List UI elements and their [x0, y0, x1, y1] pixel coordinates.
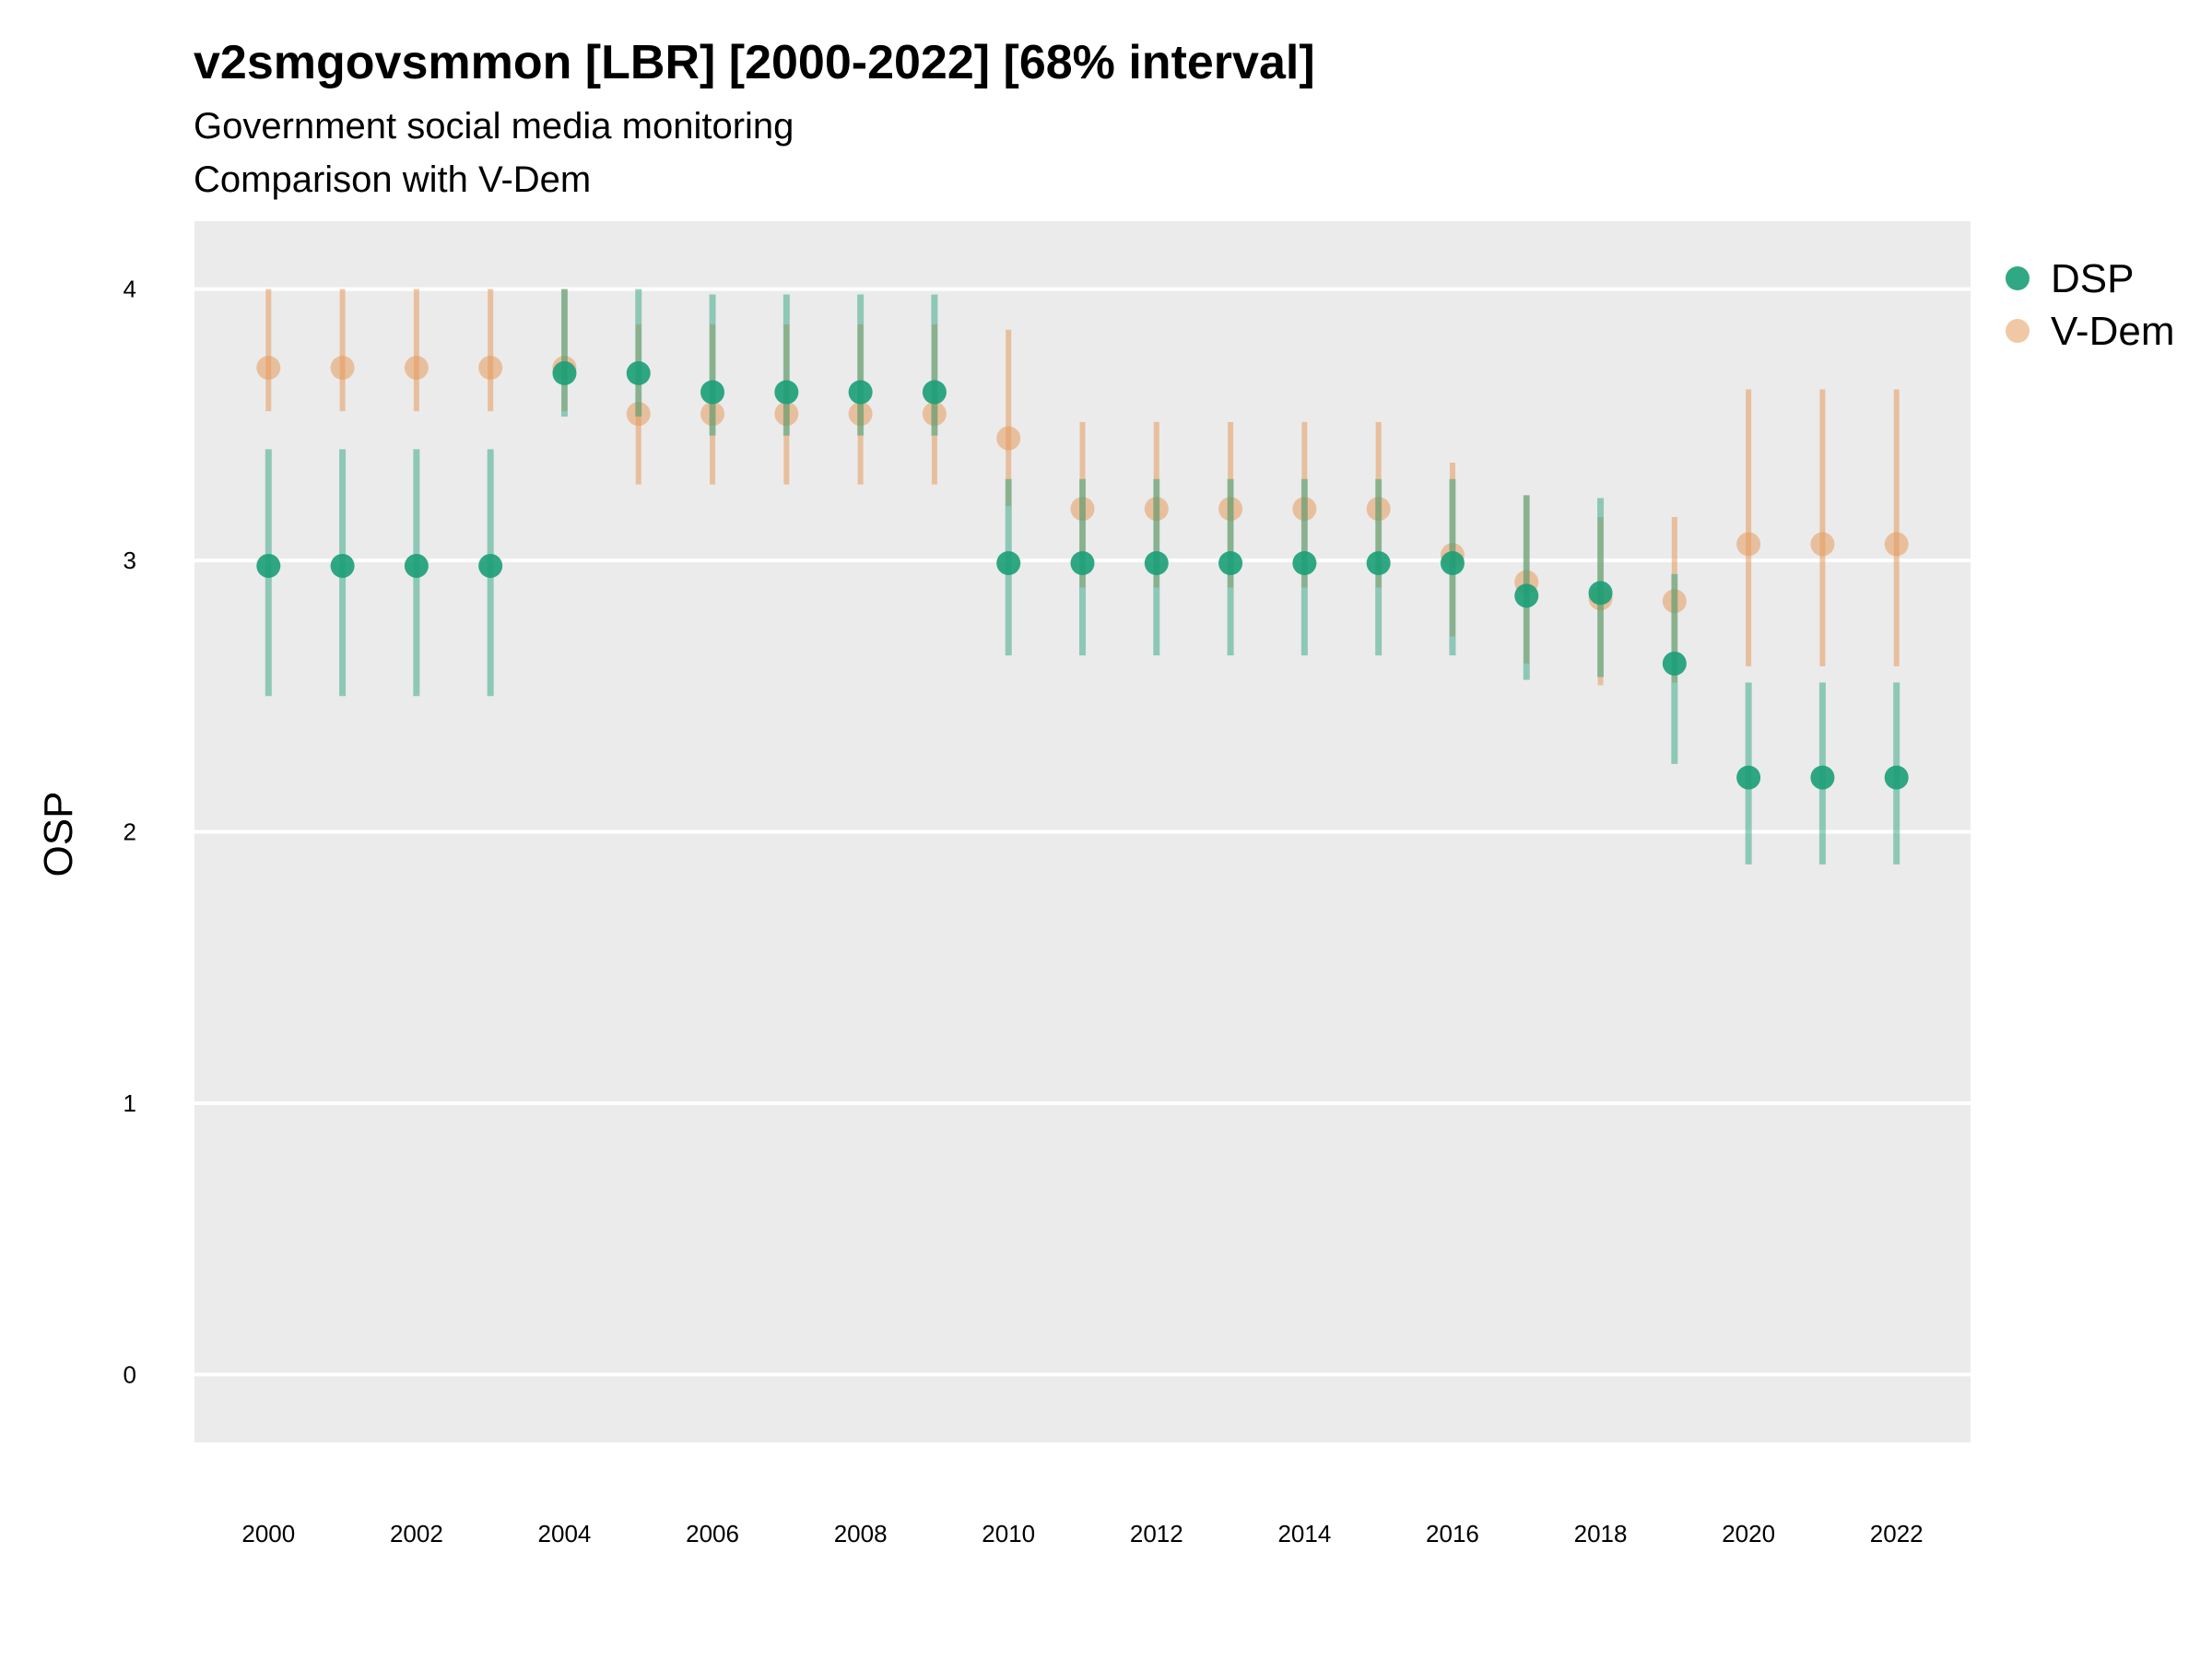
series-v-dem — [256, 288, 1909, 686]
x-tick-label: 2014 — [1277, 1520, 1331, 1547]
y-tick-label: 2 — [124, 818, 136, 846]
v-dem-point — [848, 402, 873, 427]
dsp-point — [1144, 551, 1169, 575]
dsp-point — [922, 380, 947, 405]
v-dem-point — [774, 402, 799, 427]
v-dem-point — [626, 402, 651, 427]
v-dem-point — [700, 402, 725, 427]
dsp-point — [1292, 551, 1317, 575]
chart-title: v2smgovsmmon [LBR] [2000-2022] [68% inte… — [194, 36, 1315, 89]
y-tick-label: 0 — [124, 1360, 136, 1388]
x-tick-label: 2010 — [982, 1520, 1035, 1547]
x-tick-label: 2012 — [1130, 1520, 1183, 1547]
v-dem-point — [478, 356, 503, 380]
dsp-point — [848, 380, 873, 405]
v-dem-point — [996, 426, 1021, 451]
v-dem-point — [1292, 497, 1317, 522]
dsp-point — [1440, 551, 1465, 575]
v-dem-point — [1662, 589, 1687, 614]
v-dem-point — [922, 402, 947, 427]
v-dem-point — [330, 356, 355, 380]
v-dem-point — [1736, 532, 1761, 557]
x-tick-label: 2000 — [241, 1520, 295, 1547]
legend-label-dsp: DSP — [2051, 256, 2134, 301]
x-tick-label: 2004 — [538, 1520, 592, 1547]
v-dem-point — [1810, 532, 1835, 557]
x-tick-label: 2006 — [686, 1520, 739, 1547]
dsp-point — [1884, 765, 1909, 790]
v-dem-point — [1144, 497, 1169, 522]
x-tick-label: 2022 — [1870, 1520, 1924, 1547]
v-dem-point — [1070, 497, 1095, 522]
chart-subtitle-comparison: Comparison with V-Dem — [194, 159, 592, 200]
dsp-point — [774, 380, 799, 405]
legend-key-dsp — [2006, 266, 2030, 290]
dsp-point — [1810, 765, 1835, 790]
dsp-point — [256, 553, 281, 578]
legend-key-v-dem — [2006, 319, 2030, 343]
x-tick-label: 2008 — [834, 1520, 888, 1547]
dsp-point — [1736, 765, 1761, 790]
x-tick-labels: 2000 2002 2004 2006 2008 2010 2012 2014 2016 2018… — [241, 1520, 1923, 1547]
dsp-point — [1588, 581, 1613, 606]
y-tick-label: 3 — [124, 547, 136, 574]
series-dsp — [256, 288, 1909, 865]
y-axis-label: OSP — [36, 792, 81, 877]
dsp-point — [626, 360, 651, 385]
x-tick-label: 2016 — [1426, 1520, 1479, 1547]
dsp-point — [996, 551, 1021, 575]
data-series — [256, 288, 1909, 865]
y-tick-label: 4 — [124, 276, 136, 303]
x-tick-label: 2002 — [390, 1520, 443, 1547]
dsp-point — [478, 553, 503, 578]
v-dem-point — [1218, 497, 1243, 522]
chart-subtitle: Government social media monitoring — [194, 106, 794, 147]
y-tick-label: 1 — [124, 1089, 136, 1117]
v-dem-point — [404, 356, 429, 380]
dsp-point — [1218, 551, 1243, 575]
dsp-point — [1366, 551, 1391, 575]
dsp-point — [404, 553, 429, 578]
dsp-point — [1070, 551, 1095, 575]
y-tick-labels: 0 1 2 3 4 — [124, 276, 136, 1389]
legend: DSP V-Dem — [2006, 256, 2174, 354]
x-tick-label: 2020 — [1722, 1520, 1775, 1547]
dsp-point — [700, 380, 725, 405]
dsp-point — [1662, 651, 1687, 676]
dsp-point — [552, 360, 577, 385]
legend-label-v-dem: V-Dem — [2051, 309, 2174, 354]
v-dem-point — [1366, 497, 1391, 522]
dsp-point — [330, 553, 355, 578]
dsp-point — [1514, 583, 1539, 608]
v-dem-point — [256, 356, 281, 380]
v-dem-point — [1884, 532, 1909, 557]
x-tick-label: 2018 — [1574, 1520, 1628, 1547]
